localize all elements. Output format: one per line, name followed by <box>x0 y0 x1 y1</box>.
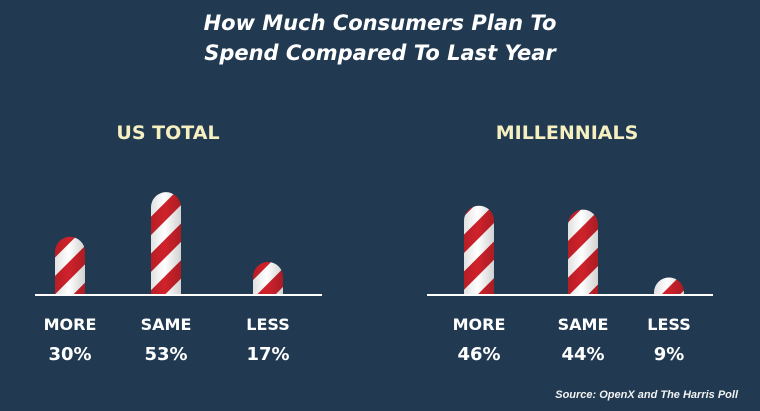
source-note: Source: OpenX and The Harris Poll <box>555 389 738 401</box>
group-title-millennials: MILLENNIALS <box>496 122 639 144</box>
group-title-us-total: US TOTAL <box>116 122 219 144</box>
chart-title-line-1: How Much Consumers Plan To <box>203 11 557 35</box>
bar-shade-us-total-more <box>55 236 86 295</box>
bar-shade-millennials-more <box>464 205 494 295</box>
category-label-us-total-more: MORE <box>44 315 97 334</box>
chart-title: How Much Consumers Plan To Spend Compare… <box>0 8 760 68</box>
category-label-millennials-same: SAME <box>558 315 609 334</box>
value-label-millennials-same: 44% <box>561 344 604 365</box>
category-label-us-total-less: LESS <box>246 315 289 334</box>
category-label-millennials-more: MORE <box>453 315 506 334</box>
category-label-millennials-less: LESS <box>647 315 690 334</box>
chart-title-line-2: Spend Compared To Last Year <box>204 41 556 65</box>
value-label-us-total-less: 17% <box>246 344 289 365</box>
bar-shade-millennials-less <box>654 277 684 295</box>
value-label-us-total-same: 53% <box>144 344 187 365</box>
value-label-us-total-more: 30% <box>48 344 91 365</box>
category-label-us-total-same: SAME <box>141 315 192 334</box>
bar-shade-us-total-less <box>253 262 283 295</box>
value-label-millennials-less: 9% <box>654 344 685 365</box>
bar-shade-us-total-same <box>151 192 181 295</box>
value-label-millennials-more: 46% <box>457 344 500 365</box>
bar-shade-millennials-same <box>568 209 598 295</box>
